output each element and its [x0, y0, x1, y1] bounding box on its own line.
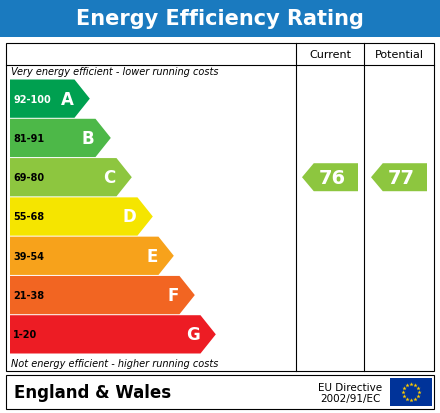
Bar [6, 44, 434, 371]
Text: 76: 76 [319, 169, 346, 187]
Text: 92-100: 92-100 [13, 95, 51, 104]
Bar [0, 0, 440, 38]
Polygon shape [10, 198, 153, 236]
Text: G: G [186, 325, 199, 344]
Text: 77: 77 [388, 169, 415, 187]
Text: 2002/91/EC: 2002/91/EC [320, 393, 380, 403]
Text: E: E [146, 247, 158, 265]
Polygon shape [10, 276, 195, 314]
Text: D: D [123, 208, 136, 226]
Text: A: A [61, 90, 73, 108]
Text: 21-38: 21-38 [13, 290, 44, 300]
Polygon shape [10, 80, 90, 119]
Text: 81-91: 81-91 [13, 133, 44, 144]
Text: Energy Efficiency Rating: Energy Efficiency Rating [76, 9, 364, 29]
Bar [6, 375, 434, 409]
Text: Potential: Potential [374, 50, 423, 60]
Polygon shape [10, 316, 216, 354]
Text: EU Directive: EU Directive [318, 382, 382, 392]
Text: F: F [167, 286, 179, 304]
Text: Very energy efficient - lower running costs: Very energy efficient - lower running co… [11, 67, 219, 77]
Text: England & Wales: England & Wales [14, 383, 171, 401]
Text: Not energy efficient - higher running costs: Not energy efficient - higher running co… [11, 358, 218, 368]
Polygon shape [10, 119, 111, 158]
Text: 55-68: 55-68 [13, 212, 44, 222]
Text: C: C [103, 169, 115, 187]
Text: Current: Current [309, 50, 351, 60]
Polygon shape [10, 237, 174, 275]
Polygon shape [10, 159, 132, 197]
Text: 1-20: 1-20 [13, 330, 37, 339]
Bar [390, 378, 432, 406]
Text: 39-54: 39-54 [13, 251, 44, 261]
Polygon shape [371, 164, 427, 192]
Text: 69-80: 69-80 [13, 173, 44, 183]
Text: B: B [82, 130, 95, 147]
Polygon shape [302, 164, 358, 192]
